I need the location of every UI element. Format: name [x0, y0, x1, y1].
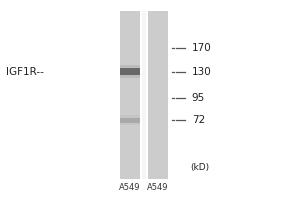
Bar — [120, 11, 140, 179]
Bar — [120, 118, 140, 123]
Bar — [120, 115, 140, 125]
Bar — [120, 68, 140, 75]
Text: 95: 95 — [192, 93, 205, 103]
Text: 72: 72 — [192, 115, 205, 125]
Text: A549: A549 — [119, 183, 140, 192]
Text: A549: A549 — [147, 183, 169, 192]
Bar — [120, 65, 140, 78]
Text: IGF1R--: IGF1R-- — [6, 67, 44, 77]
Bar — [142, 11, 146, 179]
Text: 130: 130 — [192, 67, 212, 77]
Text: (kD): (kD) — [190, 163, 210, 172]
Bar — [148, 11, 168, 179]
Text: 170: 170 — [192, 43, 212, 53]
